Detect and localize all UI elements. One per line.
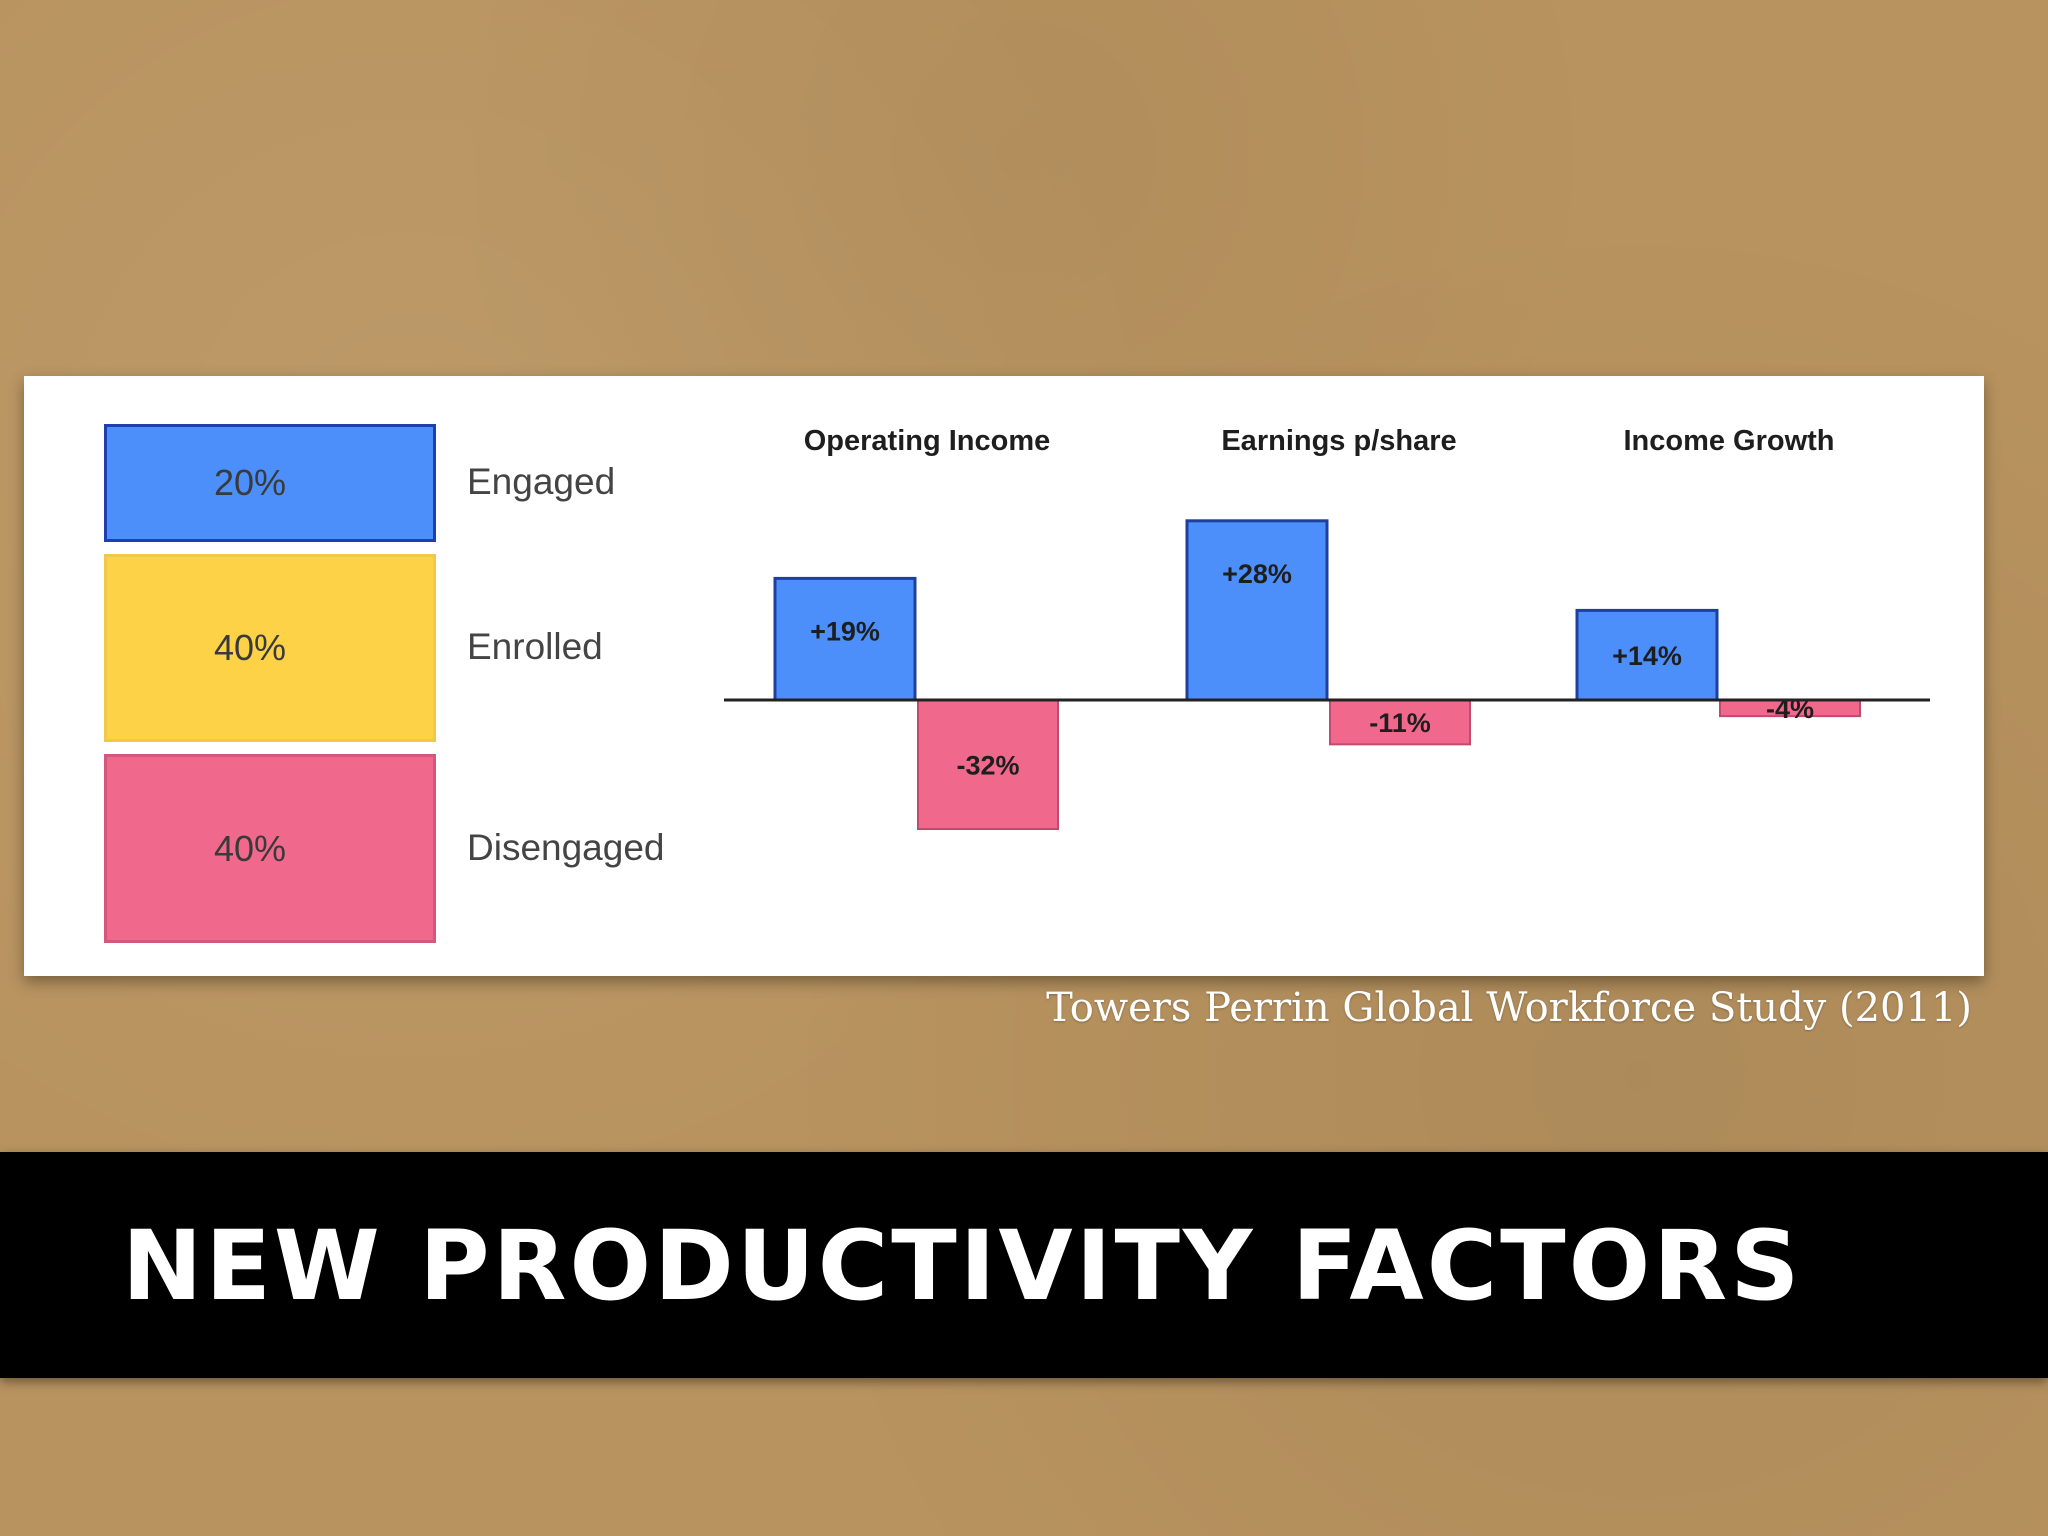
- performance-bar-chart: Operating Income +19% -32% Earnings p/share…: [724, 425, 1930, 831]
- positive-bar: [773, 576, 917, 702]
- chart-card: 20% 40% 40% Engaged Enrolled Disengaged …: [24, 376, 1984, 976]
- bar-value-label: +28%: [1222, 559, 1292, 589]
- segment-disengaged: 40%: [104, 754, 436, 943]
- category-title: Operating Income: [804, 425, 1051, 457]
- segment-enrolled: 40%: [104, 554, 436, 742]
- segment-label-engaged: Engaged: [467, 461, 616, 502]
- bar-value-label: -32%: [956, 751, 1019, 781]
- title-banner: NEW PRODUCTIVITY FACTORS: [0, 1152, 2048, 1378]
- positive-bar: [1185, 519, 1329, 702]
- bar-value-label: -11%: [1369, 708, 1431, 738]
- positive-bar: [1575, 608, 1719, 702]
- bar-value-label: +19%: [810, 616, 880, 646]
- segment-label-disengaged: Disengaged: [467, 826, 665, 868]
- bar-value-label: +14%: [1612, 641, 1682, 671]
- segment-label-enrolled: Enrolled: [467, 626, 603, 667]
- source-caption: Towers Perrin Global Workforce Study (20…: [1046, 985, 1972, 1031]
- segment-value: 40%: [213, 827, 287, 869]
- category-title: Earnings p/share: [1221, 425, 1456, 457]
- category-title: Income Growth: [1623, 425, 1834, 457]
- negative-bar: [917, 699, 1059, 831]
- page-title: NEW PRODUCTIVITY FACTORS: [122, 1210, 1803, 1322]
- segment-value: 20%: [213, 462, 287, 503]
- segment-engaged: 20%: [104, 424, 436, 542]
- negative-bar: [1329, 699, 1471, 746]
- segment-value: 40%: [213, 627, 287, 668]
